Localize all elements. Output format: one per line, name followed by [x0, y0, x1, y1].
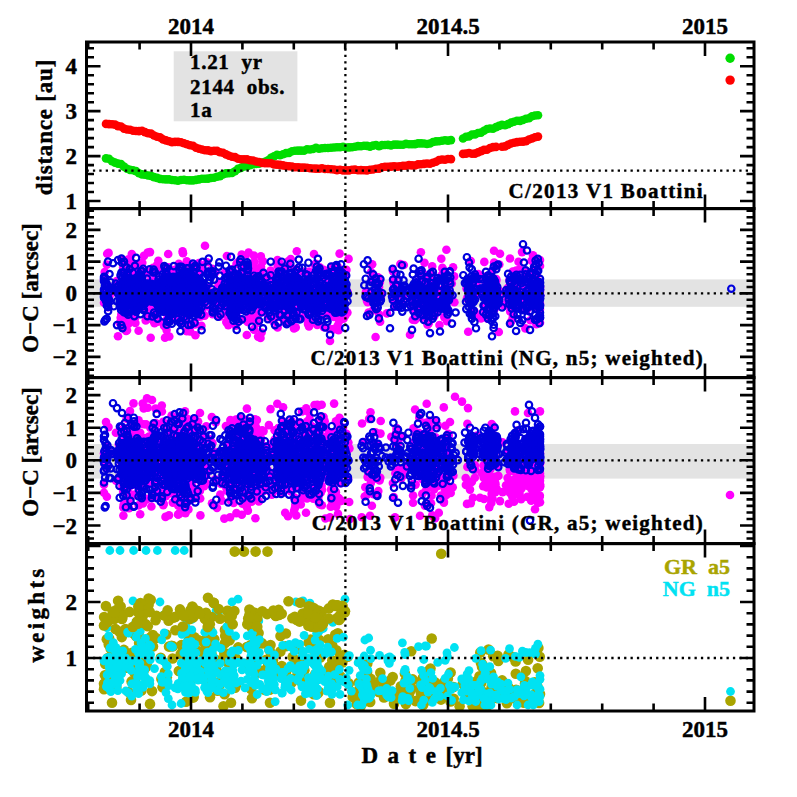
svg-text:0: 0 — [66, 281, 78, 306]
svg-text:2014: 2014 — [168, 14, 215, 39]
svg-text:0: 0 — [66, 448, 78, 473]
svg-text:C/2013 V1 Boattini: C/2013 V1 Boattini — [509, 179, 704, 203]
svg-text:2015: 2015 — [682, 717, 728, 742]
svg-text:2: 2 — [66, 218, 78, 243]
svg-text:1: 1 — [66, 189, 78, 214]
svg-text:1: 1 — [66, 646, 78, 671]
svg-text:NG n5: NG n5 — [663, 576, 730, 601]
svg-text:1: 1 — [66, 416, 78, 441]
svg-text:O−C [arcsec]: O−C [arcsec] — [18, 223, 43, 353]
svg-text:2014: 2014 — [168, 717, 215, 742]
svg-text:2: 2 — [66, 144, 78, 169]
svg-text:3: 3 — [66, 99, 78, 124]
svg-text:2015: 2015 — [682, 14, 728, 39]
svg-text:−2: −2 — [52, 514, 77, 539]
svg-text:−1: −1 — [52, 313, 77, 338]
svg-text:4: 4 — [66, 54, 78, 79]
svg-text:distance [au]: distance [au] — [32, 59, 57, 195]
svg-text:−2: −2 — [52, 345, 77, 370]
svg-text:1.21 yr: 1.21 yr — [190, 50, 263, 74]
svg-text:−1: −1 — [52, 481, 77, 506]
svg-text:O−C [arcsec]: O−C [arcsec] — [18, 387, 43, 517]
svg-text:2014.5: 2014.5 — [416, 14, 479, 39]
svg-text:1a: 1a — [190, 98, 212, 122]
svg-text:2144 obs.: 2144 obs. — [190, 75, 285, 99]
svg-text:2: 2 — [66, 590, 78, 615]
svg-text:D a t e [yr]: D a t e [yr] — [361, 743, 482, 768]
svg-text:C/2013 V1 Boattini (GR, a5; we: C/2013 V1 Boattini (GR, a5; weighted) — [312, 511, 704, 535]
svg-text:2: 2 — [66, 383, 78, 408]
svg-text:1: 1 — [66, 250, 78, 275]
svg-text:C/2013 V1 Boattini (NG, n5; we: C/2013 V1 Boattini (NG, n5; weighted) — [310, 346, 704, 370]
svg-text:2014.5: 2014.5 — [416, 717, 479, 742]
svg-text:weights: weights — [24, 565, 49, 662]
